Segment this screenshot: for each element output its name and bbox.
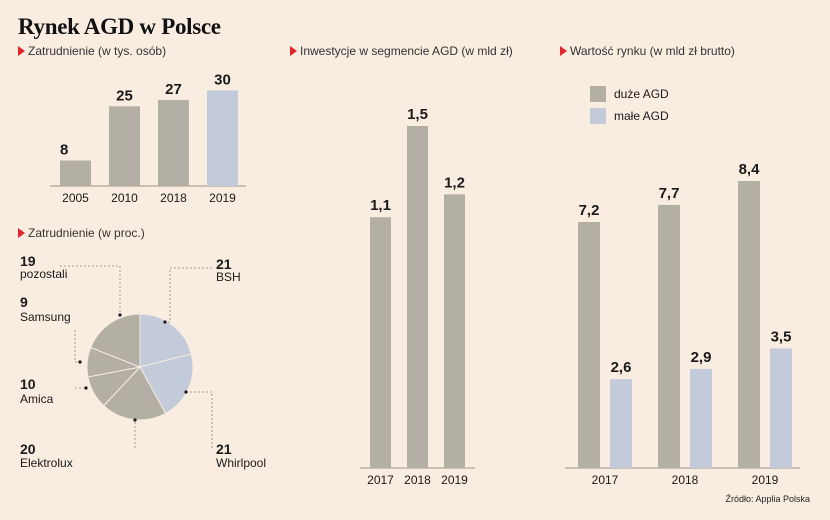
investment-title: Inwestycje w segmencie AGD (w mld zł) [300, 44, 513, 58]
pie-leader-samsung [74, 330, 80, 363]
red-triangle-icon [290, 46, 297, 56]
employment-thousands-label: Zatrudnienie (w tys. osób) [18, 44, 166, 58]
page-title: Rynek AGD w Polsce [18, 14, 221, 39]
market-bar-small-2018 [690, 368, 712, 468]
investment-tick-2019: 2019 [441, 473, 468, 487]
employment-value-2019: 30 [214, 71, 231, 88]
market-bar-large-2018 [658, 204, 680, 468]
market-tick-2017: 2017 [592, 473, 619, 487]
employment-thousands-title: Zatrudnienie (w tys. osób) [28, 44, 167, 58]
employment-bar-2018 [158, 99, 189, 186]
employment-bar-2005 [60, 160, 91, 186]
pie-label-amica: Amica [20, 392, 54, 406]
market-value-small-2019: 3,5 [771, 328, 792, 345]
pie-leader-dot-elektrolux [133, 418, 137, 422]
investment-bar-2017 [370, 217, 391, 468]
employment-percent-title: Zatrudnienie (w proc.) [28, 226, 145, 240]
market-value-small-2017: 2,6 [611, 359, 632, 376]
market-value-title: Wartość rynku (w mld zł brutto) [570, 44, 735, 58]
red-triangle-icon [18, 228, 25, 238]
pie-leader-dot-pozostali [118, 313, 122, 317]
legend-swatch-small [590, 108, 606, 124]
employment-tick-2019: 2019 [209, 191, 236, 205]
pie-slice-whirlpool [139, 353, 194, 415]
pie-leader-dot-samsung [78, 360, 82, 364]
employment-tick-2005: 2005 [62, 191, 89, 205]
pie-value-elektrolux: 20 [20, 441, 36, 457]
investment-bar-2018 [407, 126, 428, 468]
pie-leader-dot-amica [84, 386, 88, 390]
market-value-large-2017: 7,2 [579, 202, 600, 219]
employment-bar-2019 [207, 90, 238, 186]
pie-label-bsh: BSH [216, 270, 241, 284]
source-note: Źródło: Applia Polska [725, 494, 810, 504]
investment-label: Inwestycje w segmencie AGD (w mld zł) [290, 44, 513, 58]
investment-value-2018: 1,5 [407, 106, 428, 123]
red-triangle-icon [18, 46, 25, 56]
employment-value-2018: 27 [165, 81, 182, 98]
pie-value-samsung: 9 [20, 294, 28, 310]
pie-leader-whirlpool [186, 391, 213, 448]
market-value-label: Wartość rynku (w mld zł brutto) [560, 44, 735, 58]
employment-value-2005: 8 [60, 142, 68, 159]
market-bar-small-2017 [610, 379, 632, 468]
legend-label-small: małe AGD [614, 109, 669, 123]
investment-value-2019: 1,2 [444, 174, 465, 191]
employment-tick-2010: 2010 [111, 191, 138, 205]
pie-label-elektrolux: Elektrolux [20, 456, 73, 470]
investment-tick-2018: 2018 [404, 473, 431, 487]
pie-label-samsung: Samsung [20, 310, 71, 324]
pie-value-whirlpool: 21 [216, 441, 232, 457]
legend-swatch-large [590, 86, 606, 102]
market-bar-large-2017 [578, 222, 600, 468]
market-tick-2018: 2018 [672, 473, 699, 487]
pie-label-whirlpool: Whirlpool [216, 456, 266, 470]
pie-value-bsh: 21 [216, 256, 232, 272]
pie-leader-dot-bsh [163, 320, 167, 324]
market-value-small-2018: 2,9 [691, 349, 712, 366]
market-tick-2019: 2019 [752, 473, 779, 487]
pie-label-pozostali: pozostali [20, 267, 67, 281]
pie-leader-pozostali [60, 265, 121, 315]
employment-value-2010: 25 [116, 87, 133, 104]
pie-value-amica: 10 [20, 376, 36, 392]
employment-percent-label: Zatrudnienie (w proc.) [18, 226, 145, 240]
pie-value-pozostali: 19 [20, 253, 36, 269]
red-triangle-icon [560, 46, 567, 56]
market-bar-large-2019 [738, 181, 760, 468]
pie-slice-pozostali [90, 313, 141, 368]
investment-value-2017: 1,1 [370, 197, 391, 214]
market-value-large-2019: 8,4 [739, 161, 761, 178]
pie-slice-elektrolux [103, 366, 167, 421]
employment-tick-2018: 2018 [160, 191, 187, 205]
pie-leader-bsh [165, 267, 212, 323]
legend-label-large: duże AGD [614, 87, 669, 101]
market-value-large-2018: 7,7 [659, 185, 680, 202]
market-bar-small-2019 [770, 348, 792, 468]
employment-bar-2010 [109, 106, 140, 186]
investment-tick-2017: 2017 [367, 473, 394, 487]
investment-bar-2019 [444, 194, 465, 468]
pie-slice-bsh [139, 313, 192, 368]
pie-leader-dot-whirlpool [184, 390, 188, 394]
